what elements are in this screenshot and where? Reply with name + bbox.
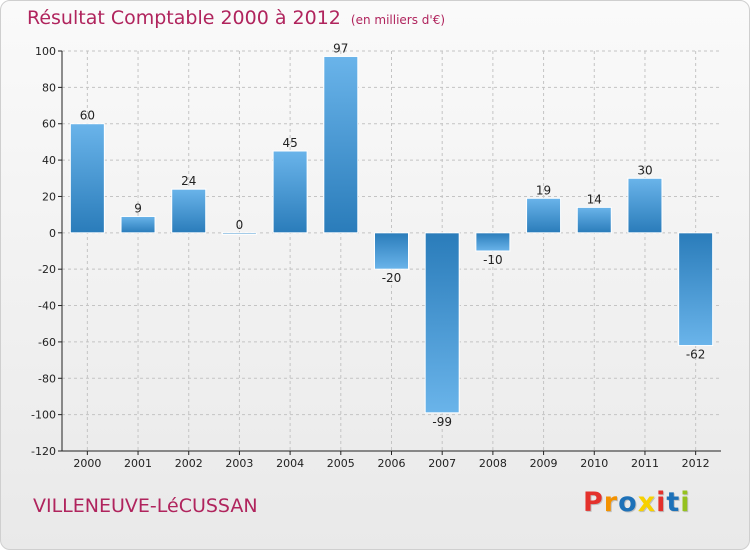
data-label: 9 xyxy=(134,201,142,215)
x-tick-label: 2006 xyxy=(378,457,406,470)
data-label: 14 xyxy=(587,192,602,206)
y-tick-label: 100 xyxy=(35,45,56,58)
data-label: -99 xyxy=(432,415,452,429)
x-tick-label: 2008 xyxy=(479,457,507,470)
y-tick-label: -60 xyxy=(38,336,56,349)
data-label: 0 xyxy=(236,218,244,232)
bar-2005 xyxy=(323,55,359,234)
bar-2006 xyxy=(374,232,409,270)
y-tick-label: 80 xyxy=(42,81,56,94)
data-label: -62 xyxy=(686,348,706,362)
y-tick-label: -100 xyxy=(31,409,56,422)
axes xyxy=(58,50,721,455)
data-label: 45 xyxy=(282,136,297,150)
bar-2000 xyxy=(69,123,105,234)
bar-2012 xyxy=(678,232,714,347)
bar-2002 xyxy=(171,188,207,234)
x-tick-label: 2012 xyxy=(682,457,710,470)
bar-2008 xyxy=(475,232,511,252)
brand-letter: x xyxy=(637,487,657,518)
bar-2003 xyxy=(221,232,257,235)
brand-letter: r xyxy=(603,487,619,518)
y-tick-label: 0 xyxy=(49,227,56,240)
brand-letter: P xyxy=(583,487,604,518)
y-tick-label: -20 xyxy=(38,263,56,276)
x-tick-label: 2000 xyxy=(73,457,101,470)
data-label: 30 xyxy=(637,163,652,177)
data-label: -20 xyxy=(382,271,402,285)
bar-2001 xyxy=(120,215,156,234)
x-tick-label: 2005 xyxy=(327,457,355,470)
data-label: 60 xyxy=(80,109,95,123)
data-label: -10 xyxy=(483,253,503,267)
data-label: 24 xyxy=(181,174,196,188)
y-tick-label: -40 xyxy=(38,300,56,313)
x-tick-label: 2004 xyxy=(276,457,304,470)
brand-letter: i xyxy=(680,487,691,518)
data-label: 97 xyxy=(333,41,348,55)
brand-letter: t xyxy=(666,487,681,518)
bar-2004 xyxy=(272,150,308,234)
y-tick-label: -80 xyxy=(38,372,56,385)
bar-2007 xyxy=(424,232,460,414)
bars xyxy=(69,55,714,414)
data-label: 19 xyxy=(536,183,551,197)
y-tick-label: 20 xyxy=(42,190,56,203)
bar-2011 xyxy=(627,177,663,234)
proxiti-logo: Proxiti xyxy=(583,487,691,518)
x-tick-label: 2001 xyxy=(124,457,152,470)
bar-2010 xyxy=(576,206,612,234)
y-tick-label: 60 xyxy=(42,118,56,131)
labels: 100806040200-20-40-60-80-100-12060200092… xyxy=(31,41,710,470)
brand-letter: o xyxy=(618,487,638,518)
x-tick-label: 2009 xyxy=(530,457,558,470)
y-tick-label: 40 xyxy=(42,154,56,167)
x-tick-label: 2007 xyxy=(428,457,456,470)
x-tick-label: 2003 xyxy=(225,457,253,470)
bar-2009 xyxy=(526,197,562,234)
brand-letter: i xyxy=(656,487,667,518)
x-tick-label: 2002 xyxy=(175,457,203,470)
x-tick-label: 2010 xyxy=(580,457,608,470)
chart-unit-label: (en milliers d'€) xyxy=(350,13,446,27)
y-tick-label: -120 xyxy=(31,445,56,458)
x-tick-label: 2011 xyxy=(631,457,659,470)
commune-name: VILLENEUVE-LéCUSSAN xyxy=(33,495,258,517)
chart-title-text: Résultat Comptable 2000 à 2012 xyxy=(27,7,341,29)
chart-title: Résultat Comptable 2000 à 2012 (en millie… xyxy=(27,7,445,29)
